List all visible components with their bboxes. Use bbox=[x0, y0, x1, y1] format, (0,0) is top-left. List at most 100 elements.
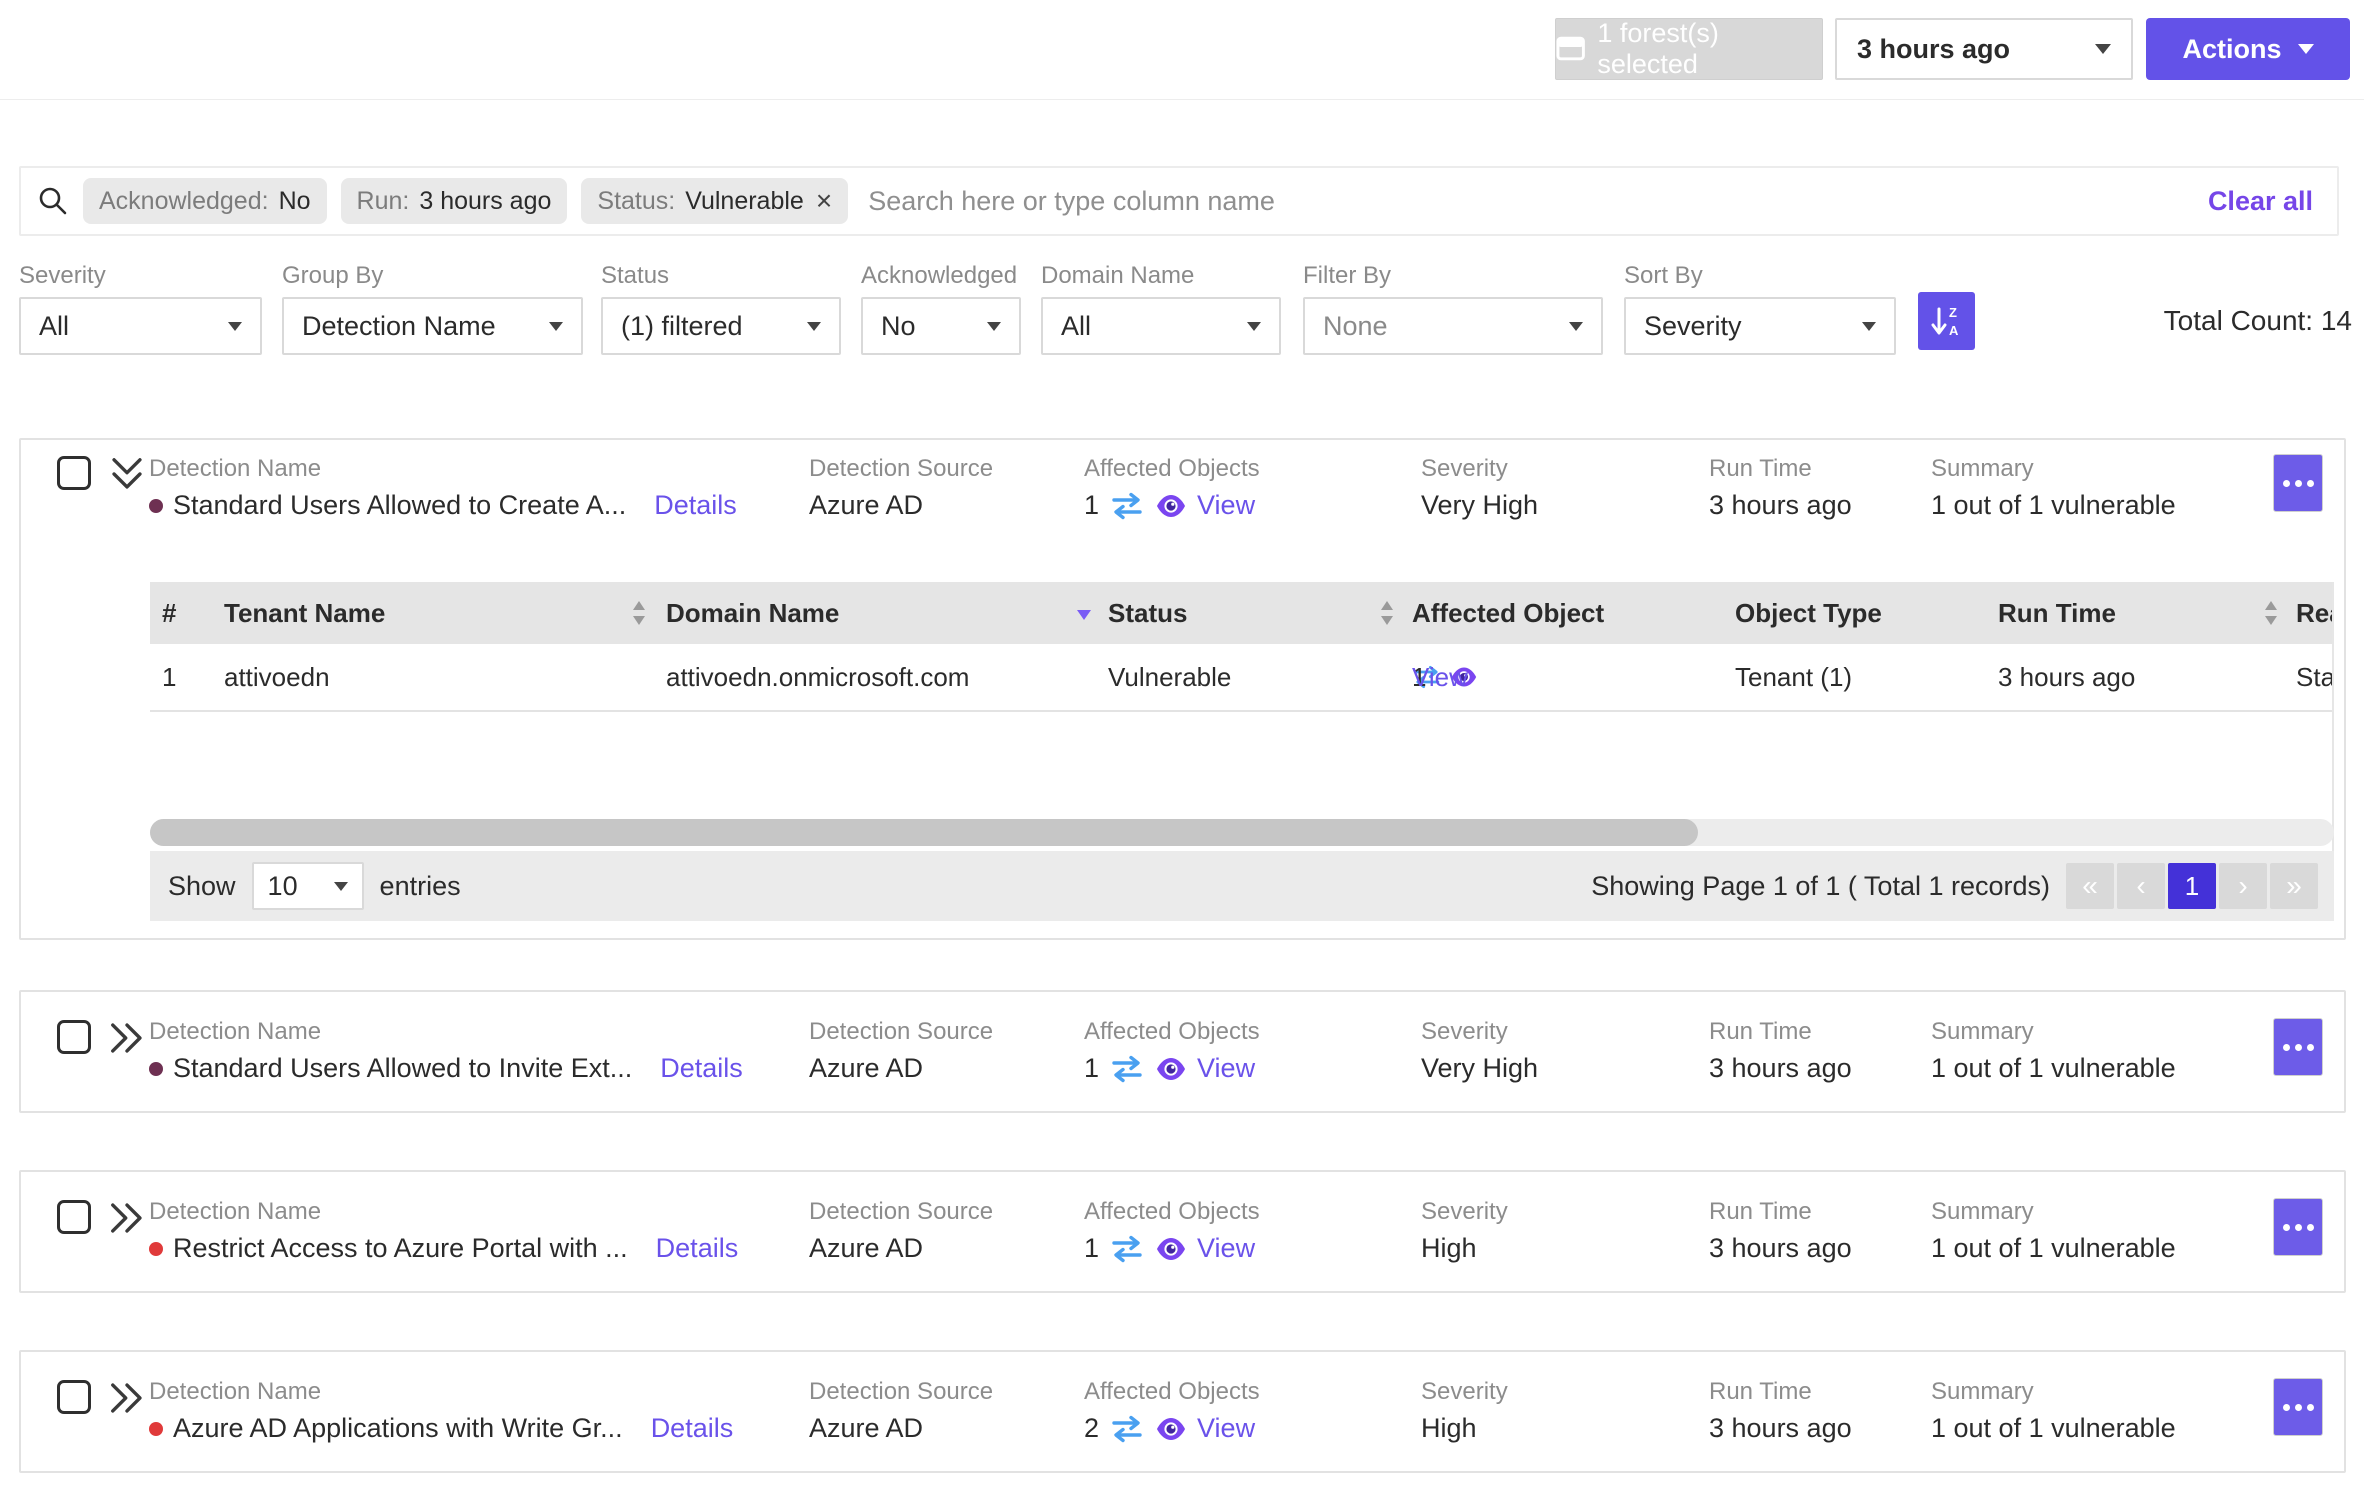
eye-icon[interactable] bbox=[1155, 1414, 1187, 1444]
forest-selector-button[interactable]: 1 forest(s) selected bbox=[1555, 18, 1823, 80]
more-options-button[interactable] bbox=[2273, 1198, 2323, 1256]
compare-arrows-icon[interactable] bbox=[1109, 492, 1145, 520]
acknowledged-select[interactable]: No bbox=[861, 297, 1021, 355]
summary-label: Summary bbox=[1931, 1378, 2034, 1405]
severity-col: Severity High bbox=[1421, 1378, 1508, 1444]
chip-label: Run: bbox=[356, 186, 410, 215]
detection-source-label: Detection Source bbox=[809, 455, 994, 482]
affected-objects-label: Affected Objects bbox=[1084, 1198, 1260, 1225]
sort-descending-icon: Z A bbox=[1931, 305, 1959, 338]
row-checkbox[interactable] bbox=[57, 1200, 91, 1234]
compare-arrows-icon[interactable] bbox=[1109, 1055, 1145, 1083]
filter-by-select[interactable]: None bbox=[1303, 297, 1603, 355]
affected-objects-col: Affected Objects 1 View bbox=[1084, 1018, 1260, 1084]
detection-source-value: Azure AD bbox=[809, 1053, 924, 1083]
compare-arrows-icon[interactable] bbox=[1412, 665, 1442, 689]
col-run-time[interactable]: Run Time bbox=[1998, 598, 2116, 628]
col-reason[interactable]: Rea bbox=[2296, 598, 2334, 628]
severity-select[interactable]: All bbox=[19, 297, 262, 355]
filter-domain-name: Domain Name All bbox=[1041, 262, 1281, 355]
sort-direction-button[interactable]: Z A bbox=[1918, 292, 1975, 350]
col-domain-name[interactable]: Domain Name bbox=[666, 598, 840, 628]
prev-page-button[interactable]: ‹ bbox=[2117, 863, 2165, 909]
expand-icon[interactable] bbox=[105, 1016, 149, 1060]
filter-chip-acknowledged[interactable]: Acknowledged: No bbox=[83, 178, 327, 224]
col-tenant-name[interactable]: Tenant Name bbox=[224, 598, 386, 628]
domain-name-select[interactable]: All bbox=[1041, 297, 1281, 355]
horizontal-scrollbar[interactable] bbox=[150, 819, 2334, 846]
compare-arrows-icon[interactable] bbox=[1109, 1235, 1145, 1263]
sort-updown-icon[interactable] bbox=[1378, 598, 1396, 628]
sort-by-select[interactable]: Severity bbox=[1624, 297, 1896, 355]
close-icon[interactable]: × bbox=[815, 185, 833, 216]
severity-bullet bbox=[149, 1061, 163, 1076]
more-options-icon bbox=[2282, 1223, 2290, 1231]
details-link[interactable]: Details bbox=[650, 1413, 734, 1443]
details-link[interactable]: Details bbox=[660, 1053, 743, 1083]
eye-icon[interactable] bbox=[1155, 1234, 1187, 1264]
view-link[interactable]: View bbox=[1197, 490, 1256, 520]
expand-icon[interactable] bbox=[105, 1376, 149, 1420]
col-affected-object[interactable]: Affected Object bbox=[1412, 598, 1605, 628]
select-value: All bbox=[1061, 310, 1092, 341]
table-right-divider bbox=[2332, 582, 2334, 854]
severity-value: High bbox=[1421, 1233, 1477, 1263]
select-value: Detection Name bbox=[302, 310, 496, 341]
row-checkbox[interactable] bbox=[57, 456, 91, 490]
table-header-row: # Tenant Name Domain Name Status Affecte… bbox=[150, 582, 2334, 644]
eye-icon[interactable] bbox=[1450, 664, 1478, 690]
eye-icon[interactable] bbox=[1155, 491, 1187, 521]
group-by-select[interactable]: Detection Name bbox=[282, 297, 583, 355]
view-link[interactable]: View bbox=[1197, 1413, 1256, 1443]
clear-all-button[interactable]: Clear all bbox=[2207, 185, 2313, 216]
col-status[interactable]: Status bbox=[1108, 598, 1188, 628]
detection-name-col: Detection Name Standard Users Allowed to… bbox=[149, 1018, 743, 1084]
search-input[interactable] bbox=[862, 185, 2194, 217]
filter-chip-run[interactable]: Run: 3 hours ago bbox=[340, 178, 568, 224]
affected-count: 1 bbox=[1084, 1233, 1100, 1263]
time-range-dropdown[interactable]: 3 hours ago bbox=[1835, 18, 2133, 80]
last-page-button[interactable]: » bbox=[2270, 863, 2318, 909]
severity-value: High bbox=[1421, 1413, 1477, 1443]
compare-arrows-icon[interactable] bbox=[1109, 1415, 1145, 1443]
view-link[interactable]: View bbox=[1412, 662, 1468, 692]
row-checkbox[interactable] bbox=[57, 1380, 91, 1414]
run-time-value: 3 hours ago bbox=[1709, 1233, 1852, 1263]
expand-icon[interactable] bbox=[105, 1196, 149, 1240]
collapse-icon[interactable] bbox=[105, 452, 149, 496]
more-options-button[interactable] bbox=[2273, 454, 2323, 512]
cell-status: Vulnerable bbox=[1108, 662, 1232, 692]
detection-name-col: Detection Name Standard Users Allowed to… bbox=[149, 455, 737, 521]
status-select[interactable]: (1) filtered bbox=[601, 297, 841, 355]
details-link[interactable]: Details bbox=[654, 490, 737, 520]
more-options-button[interactable] bbox=[2273, 1018, 2323, 1076]
view-link[interactable]: View bbox=[1197, 1053, 1256, 1083]
per-page-select[interactable]: 10 bbox=[251, 862, 364, 910]
actions-button[interactable]: Actions bbox=[2146, 18, 2350, 80]
col-num[interactable]: # bbox=[162, 598, 177, 628]
filter-label: Severity bbox=[19, 262, 106, 289]
view-link[interactable]: View bbox=[1197, 1233, 1256, 1263]
details-link[interactable]: Details bbox=[655, 1233, 739, 1263]
table-row: 1 attivoedn attivoedn.onmicrosoft.com Vu… bbox=[150, 644, 2334, 712]
select-value: Severity bbox=[1644, 310, 1742, 341]
sort-down-active-icon[interactable] bbox=[1075, 608, 1093, 622]
select-value: None bbox=[1323, 310, 1388, 341]
affected-count: 1 bbox=[1412, 662, 1427, 692]
first-page-button[interactable]: « bbox=[2066, 863, 2114, 909]
filter-chip-status[interactable]: Status: Vulnerable × bbox=[581, 178, 849, 224]
page-1-button[interactable]: 1 bbox=[2168, 863, 2216, 909]
eye-icon[interactable] bbox=[1155, 1054, 1187, 1084]
col-object-type[interactable]: Object Type bbox=[1735, 598, 1882, 628]
sort-updown-icon[interactable] bbox=[630, 598, 648, 628]
filter-label: Domain Name bbox=[1041, 262, 1195, 289]
severity-col: Severity Very High bbox=[1421, 455, 1538, 521]
more-options-button[interactable] bbox=[2273, 1378, 2323, 1436]
next-page-button[interactable]: › bbox=[2219, 863, 2267, 909]
sort-updown-icon[interactable] bbox=[2262, 598, 2280, 628]
chevron-down-icon bbox=[2297, 44, 2314, 54]
row-checkbox[interactable] bbox=[57, 1020, 91, 1054]
chip-label: Acknowledged: bbox=[99, 186, 269, 215]
scrollbar-thumb[interactable] bbox=[150, 819, 1698, 846]
